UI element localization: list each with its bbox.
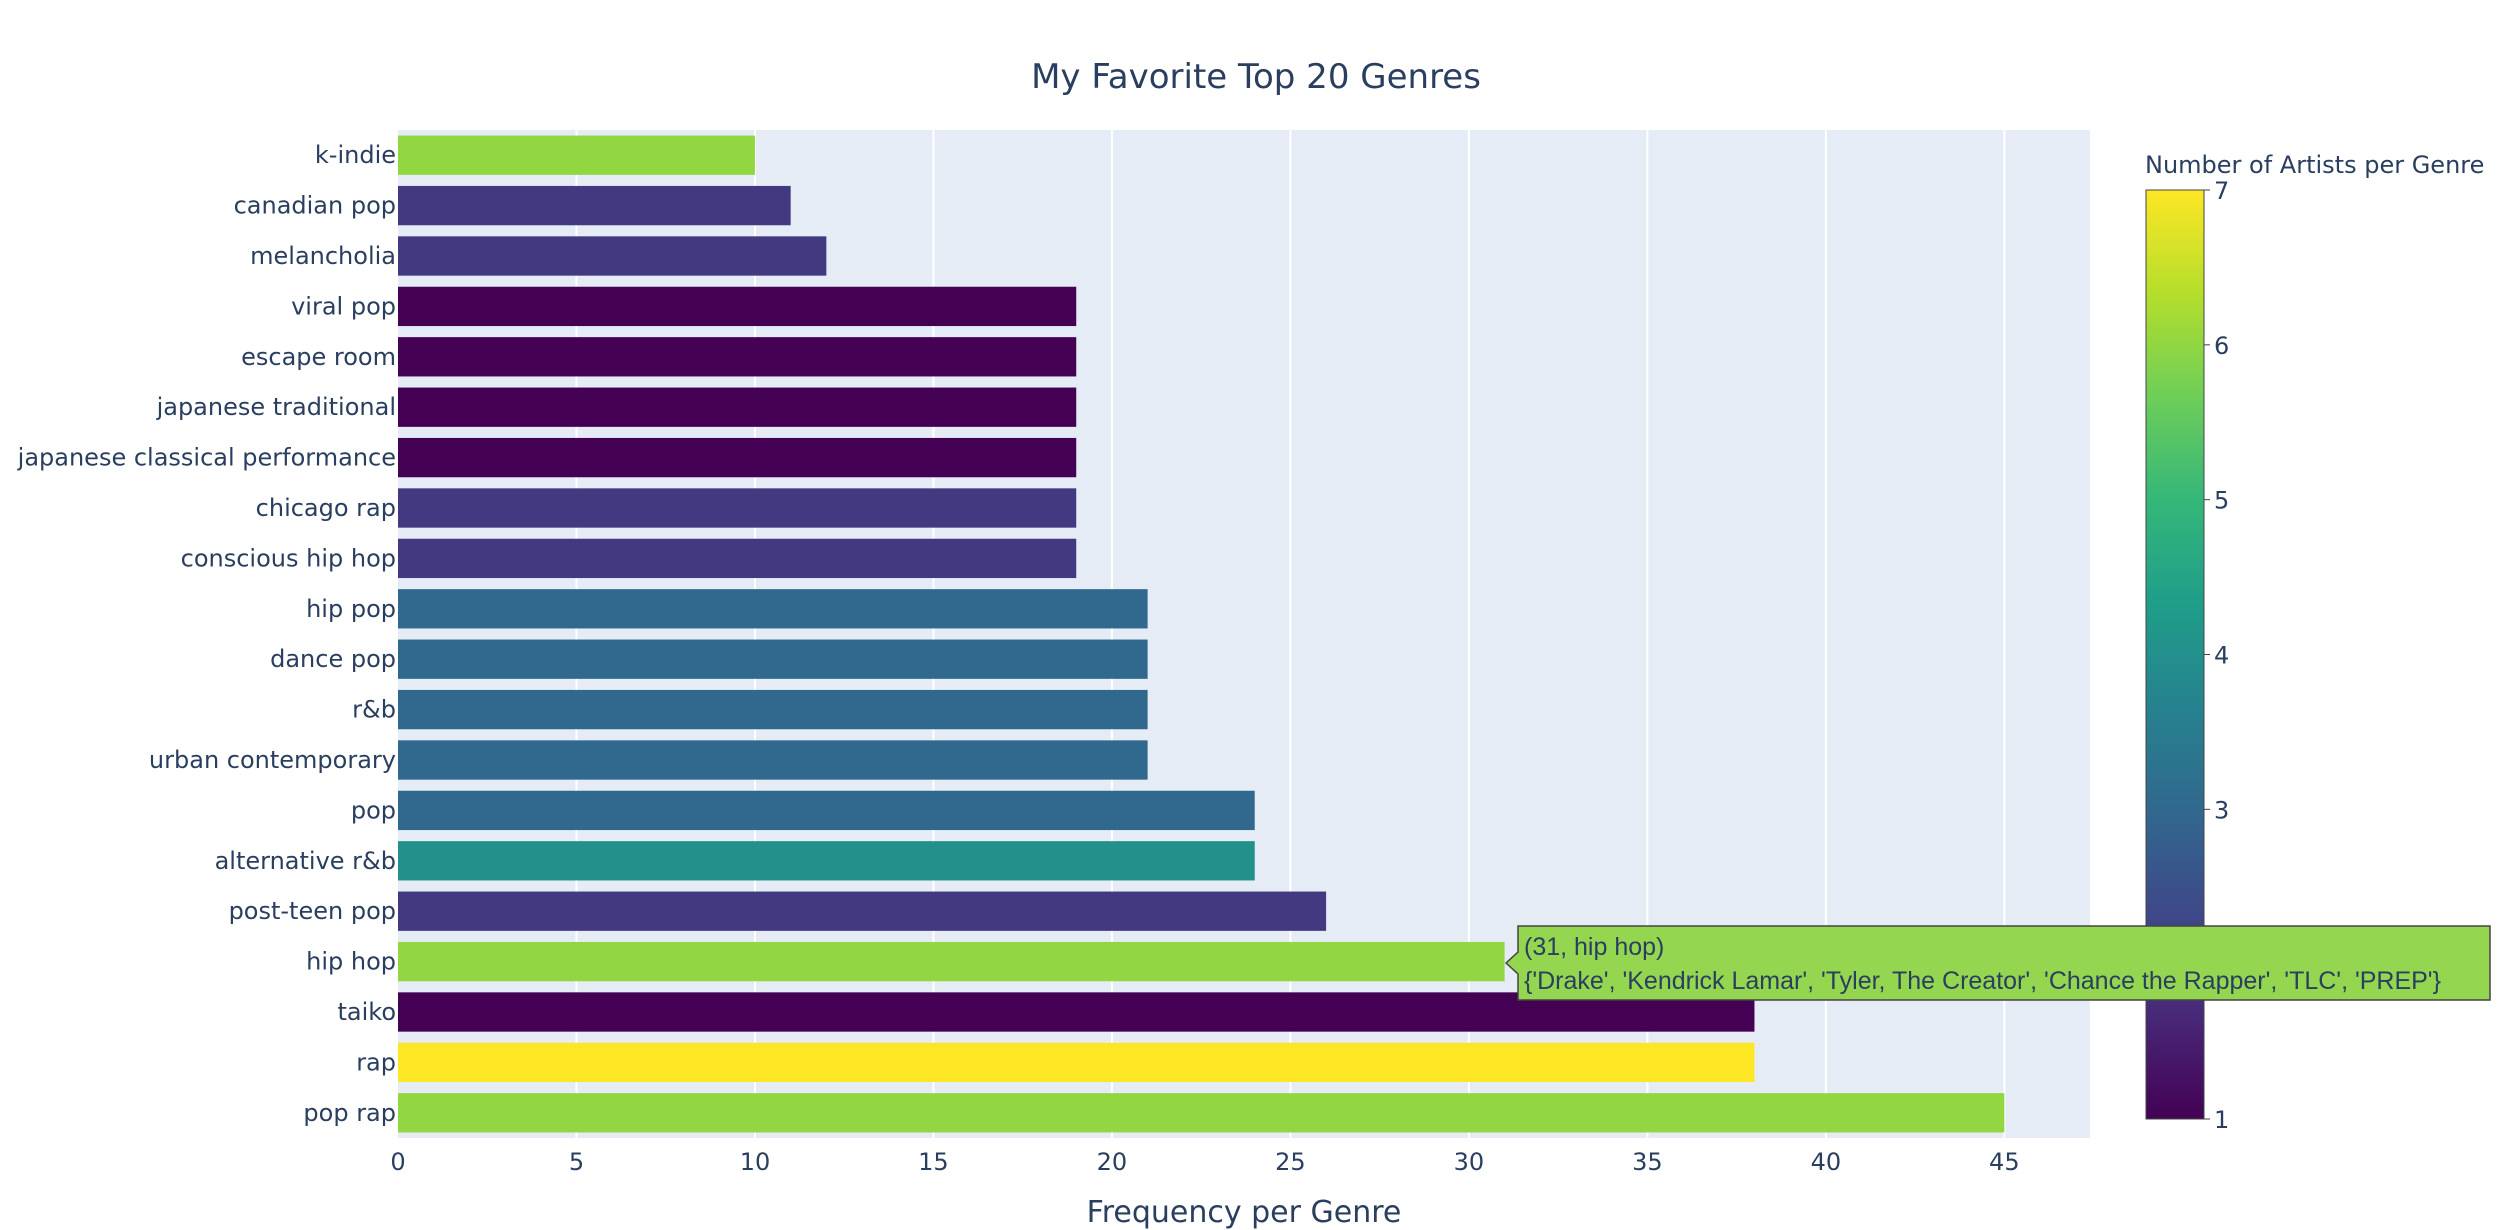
- x-tick-label: 20: [1097, 1148, 1128, 1176]
- bar[interactable]: [398, 639, 1148, 679]
- y-tick-label: hip hop: [306, 948, 396, 976]
- y-tick-label: dance pop: [270, 645, 396, 673]
- y-tick-label: post-teen pop: [229, 897, 396, 925]
- colorbar-tick-label: 4: [2214, 642, 2229, 670]
- colorbar-tick-label: 5: [2214, 487, 2229, 515]
- colorbar-title: Number of Artists per Genre: [2145, 151, 2484, 179]
- x-tick-label: 30: [1454, 1148, 1485, 1176]
- y-tick-label: melancholia: [250, 242, 396, 270]
- bar[interactable]: [398, 437, 1077, 478]
- y-tick-label: viral pop: [291, 292, 396, 320]
- bar[interactable]: [398, 689, 1148, 730]
- y-tick-label: alternative r&b: [215, 847, 396, 875]
- bar[interactable]: [398, 841, 1255, 881]
- bar[interactable]: [398, 941, 1505, 982]
- bar[interactable]: [398, 740, 1148, 780]
- y-tick-label: k-indie: [315, 141, 396, 169]
- x-tick-label: 0: [390, 1148, 405, 1176]
- bar[interactable]: [398, 891, 1327, 931]
- bar[interactable]: [398, 1042, 1755, 1083]
- y-tick-label: r&b: [352, 696, 396, 724]
- y-tick-label: japanese traditional: [156, 393, 396, 421]
- y-tick-label: escape room: [241, 343, 396, 371]
- x-tick-label: 45: [1989, 1148, 2020, 1176]
- y-tick-label: hip pop: [306, 595, 396, 623]
- bar[interactable]: [398, 236, 827, 276]
- y-tick-label: pop: [351, 796, 396, 824]
- colorbar-tick-label: 7: [2214, 177, 2229, 205]
- y-tick-label: japanese classical performance: [17, 444, 396, 472]
- x-tick-label: 10: [740, 1148, 771, 1176]
- hover-tooltip: (31, hip hop) {'Drake', 'Kendrick Lamar'…: [1504, 925, 2491, 1001]
- tooltip-box: [1504, 925, 2491, 1001]
- x-tick-label: 5: [569, 1148, 584, 1176]
- y-tick-label: pop rap: [303, 1099, 396, 1127]
- y-tick-label: canadian pop: [234, 192, 396, 220]
- bar[interactable]: [398, 185, 791, 226]
- y-tick-label: rap: [356, 1048, 396, 1076]
- x-axis-labels: 0 5 10 15 20 25 30 35 40 45: [390, 1148, 2019, 1176]
- bar[interactable]: [398, 286, 1077, 327]
- y-tick-label: urban contemporary: [149, 746, 396, 774]
- bar[interactable]: [398, 135, 755, 175]
- x-tick-label: 35: [1632, 1148, 1663, 1176]
- bar[interactable]: [398, 790, 1255, 831]
- bar[interactable]: [398, 387, 1077, 427]
- x-tick-label: 25: [1275, 1148, 1306, 1176]
- colorbar-tick-label: 3: [2214, 796, 2229, 824]
- bar[interactable]: [398, 538, 1077, 579]
- bar[interactable]: [398, 488, 1077, 528]
- x-tick-label: 40: [1811, 1148, 1842, 1176]
- x-axis-title: Frequency per Genre: [1087, 1195, 1402, 1230]
- tooltip-line-2: {'Drake', 'Kendrick Lamar', 'Tyler, The …: [1524, 967, 2441, 995]
- bars: [398, 135, 2005, 1133]
- bar[interactable]: [398, 1093, 2005, 1133]
- bar[interactable]: [398, 337, 1077, 377]
- x-tick-label: 15: [918, 1148, 949, 1176]
- bar[interactable]: [398, 589, 1148, 629]
- y-tick-label: chicago rap: [256, 494, 396, 522]
- colorbar-tick-label: 1: [2214, 1106, 2229, 1134]
- y-tick-label: conscious hip hop: [181, 544, 396, 572]
- tooltip-line-1: (31, hip hop): [1524, 933, 1664, 961]
- y-axis-labels: k-indie canadian pop melancholia viral pop e…: [17, 141, 396, 1127]
- y-tick-label: taiko: [337, 998, 396, 1026]
- chart-title: My Favorite Top 20 Genres: [1031, 57, 1481, 97]
- colorbar-tick-label: 6: [2214, 332, 2229, 360]
